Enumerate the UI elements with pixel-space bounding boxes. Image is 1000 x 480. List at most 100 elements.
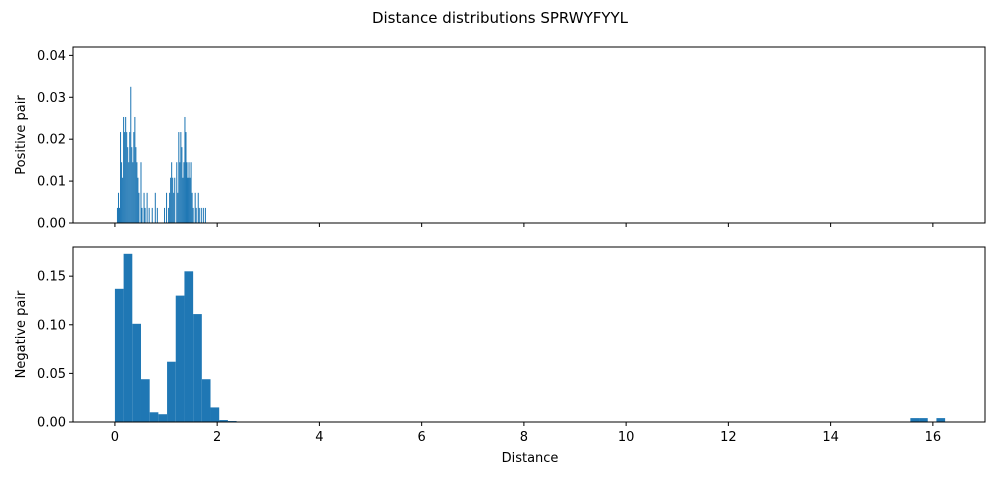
bar [136,162,138,223]
bar [194,192,196,223]
bar [119,207,121,223]
x-axis-label: Distance [502,451,559,466]
bar [184,271,194,422]
bar [167,361,176,422]
bar [116,207,118,223]
bar [156,207,158,223]
bar [193,314,202,422]
bar [121,162,123,223]
bar [120,132,122,223]
bar [130,86,132,223]
bar [140,162,142,223]
bar [181,147,183,223]
bar [197,192,199,223]
bar [149,412,159,422]
bar [176,162,178,223]
bar [184,116,186,223]
bar [179,162,181,223]
bar [158,414,168,422]
bar [191,192,193,223]
bar [189,177,191,223]
bar [137,177,139,223]
bar [202,207,204,223]
x-tick-label: 4 [315,430,323,445]
chart-title: Distance distributions SPRWYFYYL [372,9,629,27]
bar [919,418,928,422]
bar [124,132,126,223]
bar [210,407,220,422]
bar [148,207,150,223]
bar [166,192,168,223]
y-tick-label: 0.02 [37,133,66,148]
y-tick-label: 0.04 [37,49,66,64]
bar [182,177,184,223]
x-tick-label: 16 [925,430,942,445]
bar [144,207,146,223]
bar [138,192,140,223]
y-tick-label: 0.10 [37,318,66,333]
bar [186,162,188,223]
bar [201,379,211,422]
x-tick-label: 14 [822,430,839,445]
bar [171,162,173,223]
bar [127,147,129,223]
bar [131,147,133,223]
y-tick-label: 0.01 [37,175,66,190]
x-tick-label: 2 [213,430,221,445]
axes-frame [72,246,986,423]
bar [114,288,124,422]
bar [134,116,136,223]
bar [204,207,206,223]
y-tick-label: 0.05 [37,367,66,382]
bar [169,192,171,223]
bar [170,177,172,223]
bar [177,192,179,223]
x-tick-label: 8 [520,430,528,445]
bar [219,420,228,422]
bar [183,162,185,223]
bar [125,116,127,223]
bar [175,295,185,422]
x-tick-label: 0 [111,430,119,445]
bar [195,207,197,223]
y-tick-label: 0.00 [37,217,66,232]
bar [151,207,153,223]
bar [164,207,166,223]
bar [126,132,128,223]
bar [168,207,170,223]
bar [123,116,125,223]
bar [174,177,176,223]
bar [140,379,150,422]
bar [192,207,194,223]
bar [141,207,143,223]
bar [146,192,148,223]
bar [185,132,187,223]
x-tick-label: 6 [418,430,426,445]
bar [198,207,200,223]
bar [172,177,174,223]
bar [178,132,180,223]
bar [936,418,946,422]
bar [123,253,133,422]
bar [910,418,920,422]
panel-1: 0.00 0.01 0.02 0.03 0.04 Positive pair [14,46,986,232]
bar [154,192,156,223]
bar [173,192,175,223]
axes-frame [72,46,986,224]
bar [188,162,190,223]
bar [122,177,124,223]
y-tick-label: 0.15 [37,270,66,285]
bar [200,207,202,223]
y-axis-label: Positive pair [14,95,29,175]
bar [132,323,141,422]
bar [180,132,182,223]
y-tick-label: 0.03 [37,91,66,106]
bar [129,132,131,223]
x-tick-label: 10 [618,430,635,445]
x-tick-label: 12 [720,430,737,445]
bar [143,192,145,223]
bar [128,162,130,223]
bar [132,162,134,223]
